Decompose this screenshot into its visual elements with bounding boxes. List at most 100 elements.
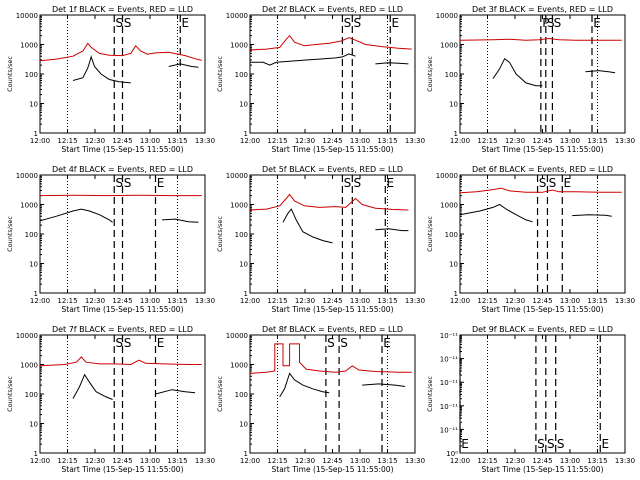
series-events-line [155, 389, 196, 395]
x-tick-label: 13:15 [167, 297, 187, 305]
y-tick-label: 10⁻¹¹ [440, 426, 458, 434]
series-events-line [250, 53, 356, 66]
x-tick-label: 12:30 [295, 457, 315, 465]
y-tick-label: 1000 [230, 362, 248, 370]
marker-label: E [564, 176, 572, 190]
x-tick-label: 13:15 [377, 457, 397, 465]
y-tick-label: 10000 [16, 332, 38, 340]
marker-label: S [547, 437, 555, 451]
y-axis-label: Counts/sec [216, 216, 224, 252]
y-axis-label: Counts/sec [426, 56, 434, 92]
plot-frame [249, 174, 416, 294]
y-axis-label: Counts/sec [6, 216, 14, 252]
x-tick-label: 13:00 [140, 137, 160, 145]
chart-title: Det 4f BLACK = Events, RED = LLD [52, 165, 193, 174]
marker-label: S [124, 176, 132, 190]
y-tick-label: 10000 [226, 332, 248, 340]
series-events-line [492, 57, 543, 87]
series-lld-line [459, 37, 622, 41]
x-axis-label: Start Time (15-Sep-15 11:55:00) [272, 465, 394, 474]
y-axis-label: Counts/sec [6, 376, 14, 412]
x-tick-label: 12:15 [267, 297, 287, 305]
series-lld-line [459, 187, 622, 194]
y-tick-label: 1000 [20, 202, 38, 210]
marker-label: S [344, 176, 352, 190]
y-tick-label: 100 [445, 71, 458, 79]
x-tick-label: 12:45 [112, 457, 132, 465]
y-tick-label: 10 [449, 261, 458, 269]
y-tick-label: 100 [25, 391, 38, 399]
y-tick-label: 1 [244, 450, 248, 458]
y-tick-label: 100 [235, 71, 248, 79]
x-tick-label: 13:00 [140, 297, 160, 305]
x-tick-label: 12:45 [532, 297, 552, 305]
y-axis-label: Counts/sec [216, 56, 224, 92]
y-tick-label: 10 [239, 421, 248, 429]
x-tick-label: 13:00 [350, 297, 370, 305]
y-tick-label: 1 [34, 290, 38, 298]
y-tick-label: 10⁻¹¹ [440, 403, 458, 411]
x-tick-label: 13:00 [140, 457, 160, 465]
x-axis-label: Start Time (15-Sep-15 11:55:00) [62, 305, 184, 314]
plot-frame [459, 14, 626, 134]
y-tick-label: 10 [29, 421, 38, 429]
series-events-line [282, 208, 333, 244]
series-events-line [375, 228, 409, 232]
series-events-line [279, 372, 330, 398]
x-tick-label: 12:00 [30, 457, 50, 465]
marker-label: S [549, 176, 557, 190]
panel-9: Det 9f BLACK = Events, RED = LLD 12:00 12:… [426, 325, 635, 474]
y-tick-label: 10⁻¹¹ [440, 379, 458, 387]
panel-8: Det 8f BLACK = Events, RED = LLD 12:00 12:… [216, 325, 425, 474]
series-events-line [72, 55, 131, 84]
x-tick-label: 12:00 [240, 137, 260, 145]
y-tick-label: 10 [239, 101, 248, 109]
y-tick-label: 10 [29, 101, 38, 109]
x-tick-label: 12:15 [267, 137, 287, 145]
y-tick-label: 100 [235, 391, 248, 399]
x-tick-label: 12:45 [532, 137, 552, 145]
y-tick-label: 10000 [16, 172, 38, 180]
y-tick-label: 100 [445, 231, 458, 239]
x-axis-label: Start Time (15-Sep-15 11:55:00) [272, 145, 394, 154]
y-tick-label: 1 [244, 290, 248, 298]
x-tick-label: 13:30 [405, 297, 425, 305]
x-tick-label: 12:00 [240, 297, 260, 305]
y-tick-label: 1 [244, 130, 248, 138]
y-tick-label: 10000 [16, 12, 38, 20]
x-tick-label: 13:30 [405, 457, 425, 465]
x-axis-label: Start Time (15-Sep-15 11:55:00) [62, 465, 184, 474]
x-tick-label: 12:30 [505, 297, 525, 305]
x-tick-label: 12:30 [295, 137, 315, 145]
marker-label: S [115, 336, 123, 350]
y-tick-label: 1000 [440, 42, 458, 50]
chart-title: Det 3f BLACK = Events, RED = LLD [472, 5, 613, 14]
series-lld-line [249, 34, 412, 51]
marker-label: S [344, 16, 352, 30]
chart-title: Det 5f BLACK = Events, RED = LLD [262, 165, 403, 174]
x-tick-label: 13:00 [560, 297, 580, 305]
x-tick-label: 12:15 [477, 297, 497, 305]
x-tick-label: 12:45 [112, 137, 132, 145]
marker-label: P [542, 16, 549, 30]
chart-title: Det 6f BLACK = Events, RED = LLD [472, 165, 613, 174]
x-tick-label: 13:15 [377, 137, 397, 145]
marker-label: S [327, 336, 335, 350]
y-axis-label: Counts/sec [216, 376, 224, 412]
marker-label: S [340, 336, 348, 350]
series-events-line [39, 208, 113, 223]
marker-label: S [554, 16, 562, 30]
series-lld-line [39, 356, 202, 367]
panel-6: Det 6f BLACK = Events, RED = LLD 12:00 12:… [426, 165, 635, 314]
marker-label: S [124, 336, 132, 350]
y-axis-label: Counts/sec [426, 216, 434, 252]
x-tick-label: 13:00 [560, 457, 580, 465]
marker-label: S [124, 16, 132, 30]
x-tick-label: 12:00 [450, 137, 470, 145]
marker-label: E [391, 16, 399, 30]
y-tick-label: 10000 [226, 172, 248, 180]
y-tick-label: 10 [239, 261, 248, 269]
x-axis-label: Start Time (15-Sep-15 11:55:00) [62, 145, 184, 154]
x-tick-label: 13:15 [377, 297, 397, 305]
marker-label: S [539, 176, 547, 190]
